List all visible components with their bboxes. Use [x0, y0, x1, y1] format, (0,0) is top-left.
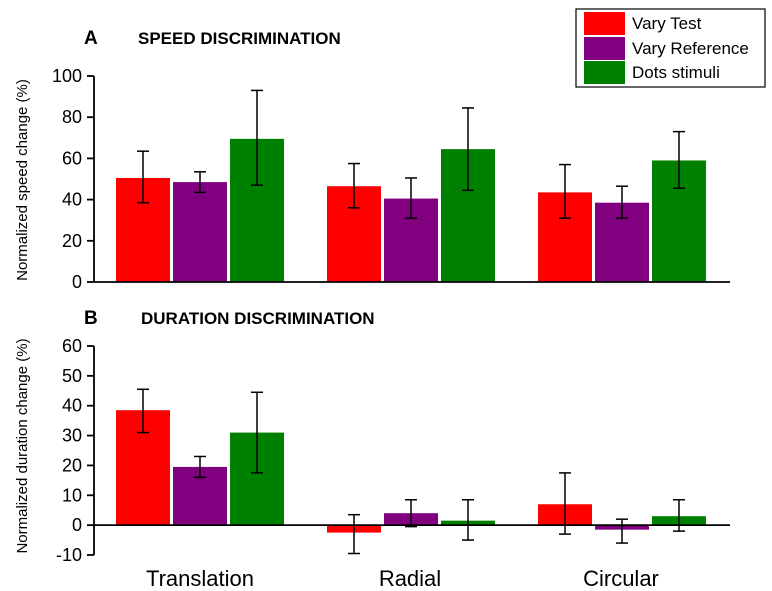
panel-b-y-tick-label: -10 [56, 545, 82, 565]
category-label-circular: Circular [583, 566, 659, 591]
panel-a-y-tick-label: 0 [72, 272, 82, 292]
panel-a-plot: 0 20 40 60 80 100 [52, 66, 730, 292]
panel-b-y-tick-label: 30 [62, 426, 82, 446]
category-label-radial: Radial [379, 566, 441, 591]
panel-b-y-tick-label: 0 [72, 515, 82, 535]
panel-b-title: DURATION DISCRIMINATION [141, 309, 375, 328]
panel-a-y-tick-label: 20 [62, 231, 82, 251]
legend-swatch-vary-test [584, 12, 625, 35]
panel-a-y-axis-label: Normalized speed change (%) [14, 79, 31, 281]
legend-swatch-vary-reference [584, 37, 625, 60]
panel-b-y-tick-label: 50 [62, 366, 82, 386]
panel-b-y-tick-label: 10 [62, 485, 82, 505]
panel-a-y-tick-label: 40 [62, 190, 82, 210]
legend-label-dots-stimuli: Dots stimuli [632, 63, 720, 82]
panel-b-y-tick-label: 40 [62, 396, 82, 416]
panel-b-y-tick-label: 20 [62, 455, 82, 475]
panel-a-title: SPEED DISCRIMINATION [138, 29, 341, 48]
panel-b-y-tick-label: 60 [62, 336, 82, 356]
panel-a-y-tick-label: 60 [62, 148, 82, 168]
panel-b-letter: B [84, 308, 98, 329]
legend: Vary Test Vary Reference Dots stimuli [575, 8, 766, 88]
legend-label-vary-test: Vary Test [632, 14, 702, 33]
panel-a-bar-translation-vary-reference [173, 182, 227, 282]
panel-b-y-axis-label: Normalized duration change (%) [14, 338, 31, 553]
panel-a-y-tick-label: 100 [52, 66, 82, 86]
legend-swatch-dots-stimuli [584, 61, 625, 84]
legend-label-vary-reference: Vary Reference [632, 39, 749, 58]
panel-b-plot: -10 0 10 20 30 40 50 60 [56, 336, 730, 565]
panel-a-y-tick-label: 80 [62, 107, 82, 127]
panel-a-letter: A [84, 28, 98, 49]
category-label-translation: Translation [146, 566, 254, 591]
